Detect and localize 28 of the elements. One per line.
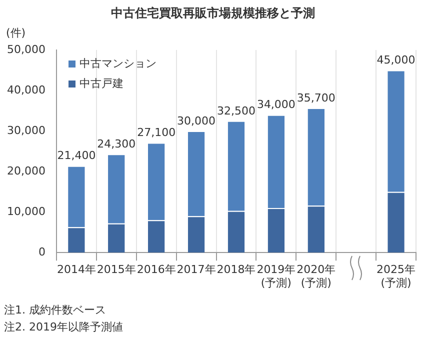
y-tick-label: 20,000 — [6, 164, 46, 178]
text: 注2. 2019年以降予測値 — [4, 320, 123, 334]
y-tick-label: 0 — [38, 245, 46, 258]
legend-label: 中古マンション — [79, 56, 156, 70]
total-label: 45,000 — [376, 54, 416, 67]
x-tick-label: 2025年 (予測) — [376, 263, 416, 290]
total-label: 32,500 — [216, 104, 256, 118]
x-tick-label: 2015年 — [96, 263, 136, 276]
total-label: 27,100 — [137, 126, 176, 140]
total-label: 30,000 — [177, 114, 216, 128]
total-label: 24,300 — [97, 137, 136, 150]
x-tick-label: 2016年 — [136, 263, 176, 276]
total-label: 21,400 — [57, 149, 96, 162]
total-label: 34,000 — [256, 98, 296, 112]
x-tick-label: 2017年 — [176, 263, 216, 276]
text: 注1. 成約件数ベース — [4, 303, 106, 316]
y-tick-label: 30,000 — [6, 124, 46, 137]
x-tick-label: 2014年 — [56, 263, 96, 276]
y-tick-label: 50,000 — [6, 42, 46, 56]
x-tick-label: 2018年 — [216, 263, 256, 276]
total-label: 35,700 — [296, 91, 336, 104]
legend-label: 中古戸建 — [79, 76, 124, 90]
y-tick-label: 40,000 — [6, 83, 46, 96]
y-axis-title: (件) — [6, 26, 26, 40]
x-tick-label: 2020年 (予測) — [296, 263, 336, 290]
chart-title: 中古住宅買取再販市場規模推移と予測 — [111, 6, 315, 20]
x-tick-label: 2019年 (予測) — [256, 263, 296, 290]
y-tick-label: 10,000 — [6, 204, 46, 218]
